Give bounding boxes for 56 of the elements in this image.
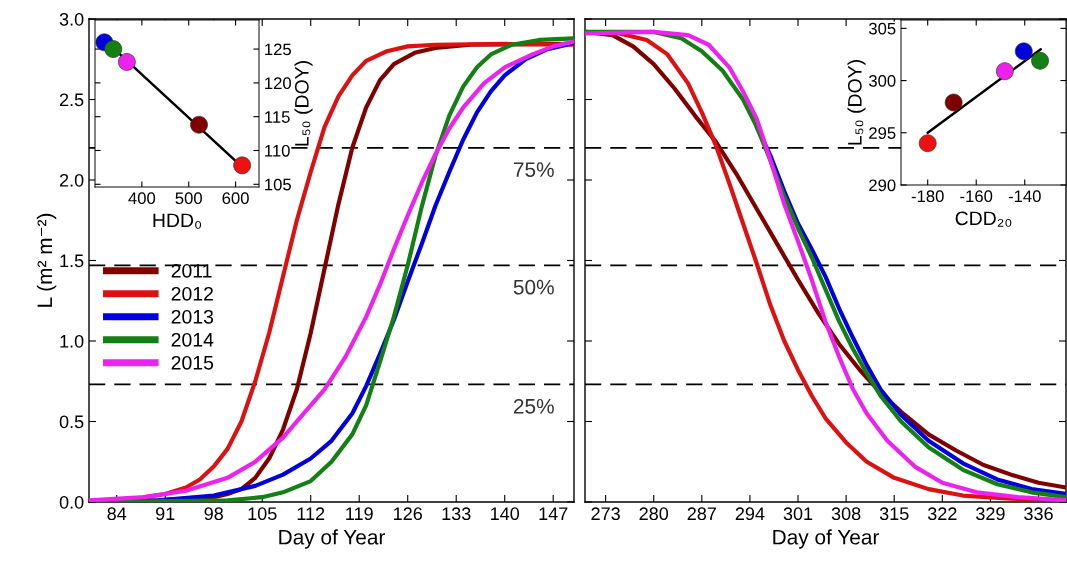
y-tick-label: 125 (265, 43, 291, 56)
y-tick-label: 120 (265, 77, 292, 90)
y-tick-label: 110 (265, 144, 290, 157)
y-tick-label: 1.5 (60, 254, 84, 268)
x-tick-label: 98 (204, 507, 223, 521)
x-tick-label: 315 (879, 507, 909, 521)
y-tick-label: 0.0 (59, 495, 84, 509)
y-tick-label: 295 (869, 127, 896, 139)
x-axis-title: CDD₂₀ (955, 211, 1012, 227)
x-axis-title: Day of Year (279, 529, 386, 549)
y-axis-title: L (m² m⁻²) (36, 213, 57, 307)
x-tick-label: 336 (1024, 507, 1053, 521)
y-tick-label: 0.5 (59, 415, 84, 429)
x-tick-label: -160 (960, 190, 993, 203)
y-tick-label: 300 (868, 74, 896, 87)
x-tick-label: 133 (442, 507, 471, 521)
x-tick-label: 84 (107, 507, 127, 521)
legend-label: 2014 (171, 332, 214, 347)
x-tick-label: 105 (248, 507, 277, 521)
x-axis-title: HDD₀ (153, 213, 202, 229)
x-tick-label: 329 (976, 507, 1005, 521)
x-axis-title: Day of Year (773, 529, 880, 549)
x-tick-label: 400 (128, 192, 156, 205)
legend-label: 2013 (171, 309, 214, 324)
legend-label: 2012 (171, 286, 213, 301)
x-tick-label: -180 (911, 190, 944, 203)
x-tick-label: 287 (687, 507, 716, 521)
annotation: 75% (513, 162, 554, 177)
x-tick-label: 600 (222, 192, 249, 205)
x-tick-label: 126 (394, 507, 422, 521)
y-axis-title: L₅₀ (DOY) (294, 61, 313, 146)
x-tick-label: 294 (735, 507, 765, 521)
x-tick-label: 140 (491, 507, 520, 521)
x-tick-label: 500 (175, 192, 202, 205)
y-tick-label: 305 (868, 22, 896, 35)
annotation: 25% (513, 398, 554, 414)
annotation: 50% (513, 279, 554, 295)
legend-label: 2015 (171, 355, 214, 370)
x-tick-label: 91 (156, 507, 175, 521)
x-tick-label: 301 (783, 507, 813, 521)
x-tick-label: 112 (297, 507, 325, 520)
y-tick-label: 2.0 (59, 173, 84, 187)
y-tick-label: 105 (265, 178, 291, 191)
x-tick-label: 119 (346, 507, 373, 521)
y-tick-label: 115 (265, 111, 290, 123)
y-tick-label: 290 (869, 179, 896, 192)
x-tick-label: 147 (539, 507, 568, 520)
x-tick-label: 308 (831, 507, 861, 521)
x-tick-label: 273 (591, 507, 620, 521)
x-tick-label: -140 (1008, 190, 1041, 203)
y-tick-label: 1.0 (60, 334, 84, 348)
y-axis-title: L₅₀ (DOY) (847, 60, 866, 145)
y-tick-label: 2.5 (59, 93, 84, 107)
y-tick-label: 3.0 (59, 12, 84, 26)
x-tick-label: 280 (639, 507, 669, 521)
x-tick-label: 322 (927, 507, 957, 521)
